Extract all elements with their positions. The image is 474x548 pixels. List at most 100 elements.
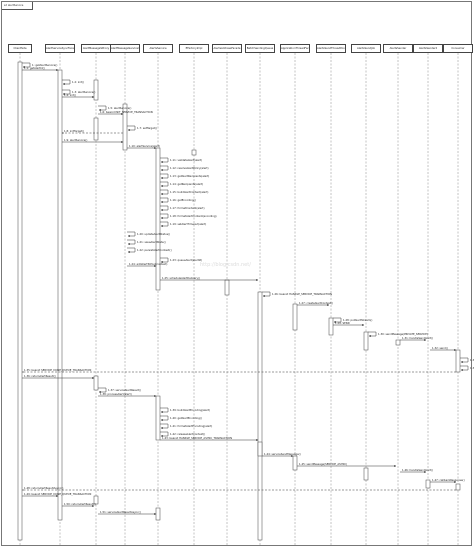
message: 1.31: handleSendAlert() [400,336,433,341]
participant-header: AlertsAddressFacade [212,44,242,53]
message-label: 1.6: beanid INIT_SERVICE_TRANSACTION [100,110,153,114]
message: 1.7: setTarget() [127,125,157,131]
message-arrow [160,213,169,219]
message: 1.50: returnAlertResult() [62,502,96,507]
message: 1.36: returnAlertResult() [22,374,95,379]
message: 1.14: getRecipients(alert) [160,181,203,187]
message-label: 1: getAlertService() [32,63,57,67]
message-arrow [98,105,107,111]
message-label: 1.26: beanid HANDLE_SERVICE_TRANSACTION [272,292,332,296]
message: 1.20: updateAlertStatus() [127,231,170,237]
message: 1.19: setAlertTimeout(alert) [160,221,206,227]
message: 1.15: buildAlertContent(alert) [160,189,208,195]
message: 1.22: persistAlertContext() [127,247,172,253]
message: 1.28: putAlertStream() [333,317,372,323]
message-label: 1.3: alertService() [72,90,95,94]
message: 1.39: buildAlertEncoding(alert) [160,407,210,413]
activation-bar [17,61,23,541]
message-arrow [333,317,342,323]
message-arrow [62,79,71,85]
message: 1.23: queueAlert(alertId) [160,257,202,263]
participant-header: Consumer [443,44,473,53]
participant-header: AlertsSender [383,44,413,53]
message-arrow [262,291,271,297]
activation-bar [395,339,401,346]
message-label: 1.24: addAlertToPool(context) [129,262,167,266]
message: 1.42: releaseAlertContext() [160,431,205,437]
message-arrow [460,357,469,363]
message: 1.6: beanid INIT_SERVICE_TRANSACTION [98,110,153,115]
participant-header: AlertsSendJob [351,44,381,53]
participant-header: AlertsSendThreadPoolExecutor [316,44,346,53]
activation-bar [57,69,63,521]
message: 1.3: alertService() [62,89,95,95]
message-label: 1.31: handleSendAlert() [402,336,433,340]
message-label: 1.49: beanid SERVICE_DONE_QUEUE_TRANSACT… [24,492,91,496]
message-arrow [160,257,169,263]
activation-bar [191,149,197,156]
message-arrow [160,197,169,203]
participant-header: BatchSendingQueue [245,44,275,53]
message-label: 1.8: initTarget() [64,129,84,133]
activation-bar [257,291,263,541]
activation-bar [292,303,298,331]
activation-bar [224,279,230,296]
message-label: 1.40: getAlertEncoding() [170,416,202,420]
messages: 1: getAlertService()1.1: getAlertId() 1.2… [22,62,474,515]
message-arrow [127,239,136,245]
message-label: 1.5: alertService() [108,106,131,110]
message: 1.43: beanid HANDLE_SERVICE_ASYNC_TRANSA… [160,436,259,441]
message-label: 1.1: getAlertId() [24,66,45,70]
message-arrow [160,415,169,421]
message-label: 1.11: validateAlert(alert) [170,158,202,162]
message: 1.2: init() [62,79,84,85]
message: 1.32: send() [430,346,457,351]
message-label: 1.38: processAlert(alert) [100,392,132,396]
message-label: 1.35: beanid SERVICE_DONE_QUEUE_TRANSACT… [24,368,91,372]
message-label: 1.21: saveAlertState() [137,240,166,244]
message-label: 1.22: persistAlertContext() [137,248,172,252]
message-arrow [62,89,71,95]
message: 1.30: sendMessage(PRIVATE_SERVICE) [368,331,428,337]
message: 1.48: returnAlertResultAsync() [22,486,456,490]
message: 1.45: sendMessage(SERVICE_ASYNC) [297,462,397,467]
message-label: 1.23: queueAlert(alertId) [170,258,202,262]
message-label: 1.45: sendMessage(SERVICE_ASYNC) [299,462,347,466]
message: 1.47: callbackResponse() [430,478,465,483]
participant-header: ClientSide [8,44,32,53]
message: 1.9: alertService() [62,138,124,143]
message: 1.1: getAlertId() [22,66,59,71]
message-label: 1.15: buildAlertContent(alert) [170,190,208,194]
message: 1.27: createAlertContext() [297,301,333,306]
message-arrow [160,181,169,187]
message-label: 1.36: returnAlertResult() [24,374,56,378]
message: 1.26: beanid HANDLE_SERVICE_TRANSACTION [262,291,332,297]
activation-bar [328,317,334,336]
participant-header: AlertsService [143,44,173,53]
activation-bar [292,455,298,471]
message-label: 1.47: callbackResponse() [432,478,465,482]
message: 1.35: beanid SERVICE_DONE_QUEUE_TRANSACT… [22,368,456,372]
message-label: 1.12: resolveAlertPolicy(alert) [170,166,209,170]
message: 1: getAlertService() [22,62,57,68]
participant-header: AlertServiceSyncFacade [45,44,75,53]
message: 1.11: validateAlert(alert) [160,157,202,163]
activation-bar [455,349,461,373]
message-arrow [22,62,31,68]
message: 1.16: getEncoding() [160,197,196,203]
message: 1.12: resolveAlertPolicy(alert) [160,165,209,171]
message-label: 1.44: serviceSendMessage() [264,452,301,456]
message: 1.5: alertService() [98,105,131,111]
message-label: 1.25: scheduleAlertDelivery() [162,276,200,280]
activation-bar [122,103,128,151]
activation-bar [363,467,369,481]
participant-header: AlertMessageSProxy [81,44,111,53]
message-label: 1.33: callback() [470,358,474,362]
message-label: 1.46: handleSendAlert() [402,468,433,472]
message-arrow [368,331,377,337]
message-label: 1.19: setAlertTimeout(alert) [170,222,206,226]
frame-title: sd alertService [4,4,24,7]
message: 1.46: handleSendAlert() [400,468,433,473]
